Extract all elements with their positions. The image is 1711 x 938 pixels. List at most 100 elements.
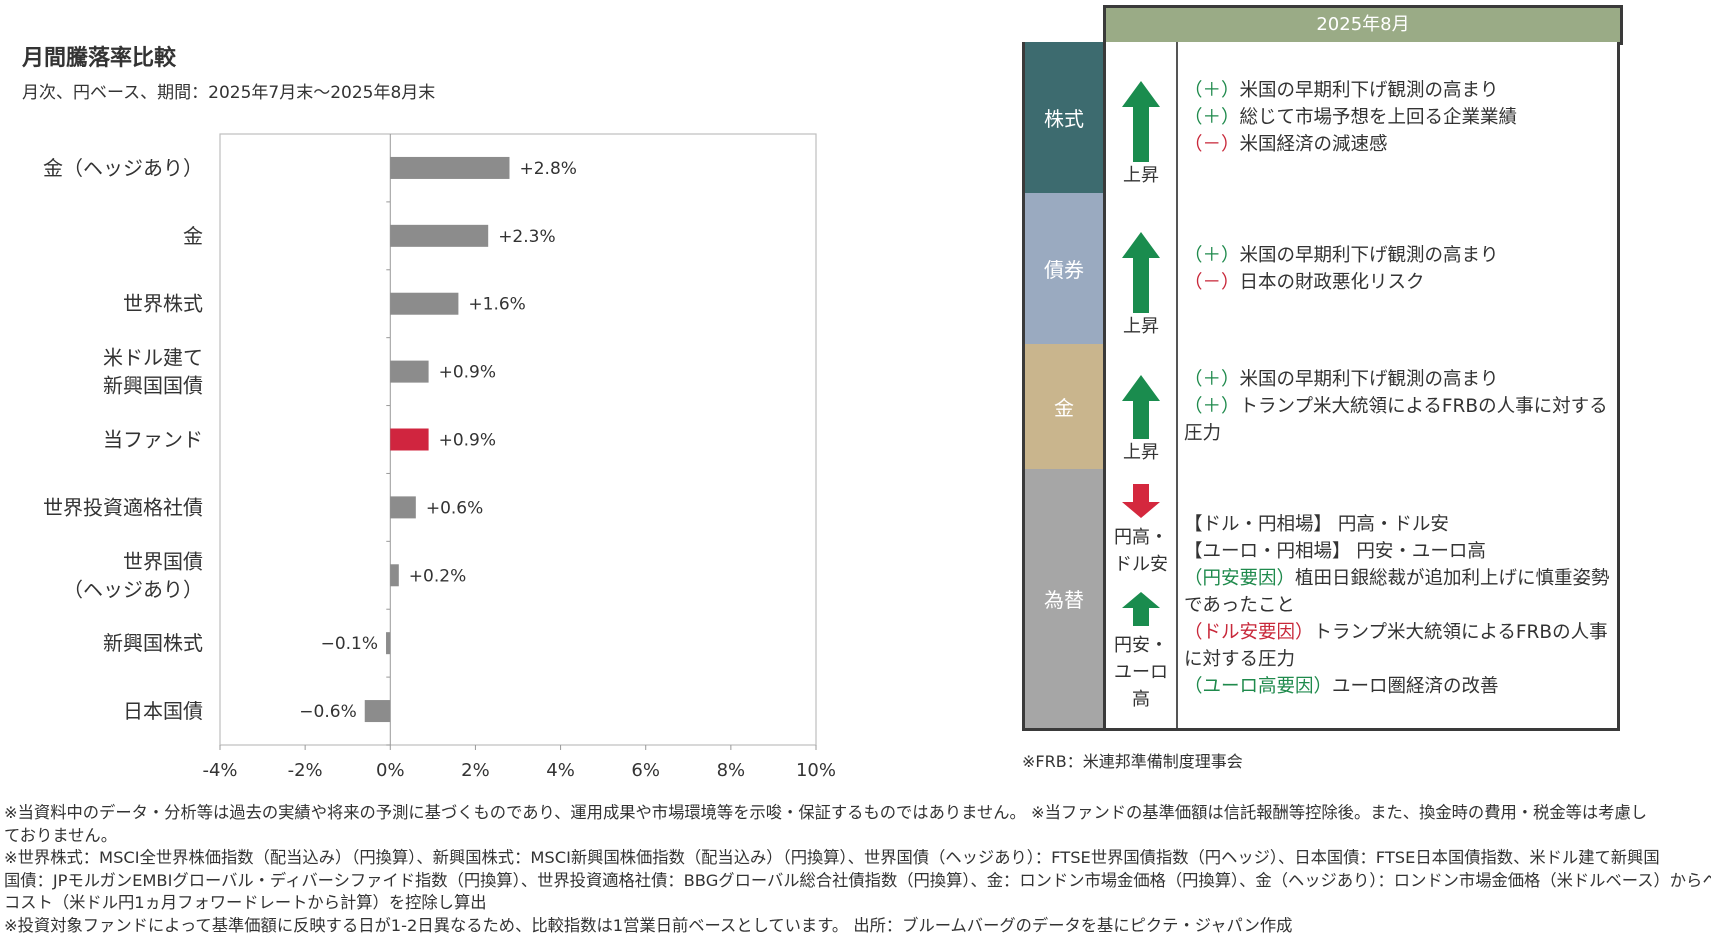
bar-chart: +2.8% 金（ヘッジあり） +2.3% 金 +1.6% 世界株式 +0.9% 米ドル建て新興… [43, 133, 836, 781]
data-label-5: +0.6% [426, 498, 483, 518]
reason-line: （－）米国経済の減速感 [1184, 131, 1611, 158]
table-row-3: 為替 円高・ドル安円安・ユーロ高 【ドル・円相場】 円高・ドル安【ユーロ・円相場… [1022, 469, 1620, 731]
arrow-up-icon [1122, 231, 1160, 314]
x-tick-label: 4% [546, 760, 575, 781]
reasons-cell: （＋）米国の早期利下げ観測の高まり （＋）トランプ米大統領によるFRBの人事に対す… [1178, 344, 1617, 469]
table-header-month: 2025年8月 [1103, 5, 1623, 45]
data-label-3: +0.9% [439, 363, 496, 383]
direction-label-down: 円高・ドル安 [1114, 527, 1168, 575]
footnote-line: 国債：JPモルガンEMBIグローバル・ディバーシファイド指数（円換算）、世界投資… [4, 870, 1711, 890]
x-tick-label: 0% [376, 760, 405, 781]
reason-line: （－）日本の財政悪化リスク [1184, 269, 1611, 296]
arrow-down-icon [1122, 484, 1160, 518]
bar-0 [390, 156, 510, 179]
reason-text: 植田日銀総裁が追加利上げに慎重姿勢であったこと [1184, 568, 1610, 616]
category-label: 株式 [1044, 107, 1084, 131]
reason-tag: （－） [1184, 134, 1240, 155]
direction-label: 上昇 [1123, 316, 1159, 338]
reason-line: （＋）米国の早期利下げ観測の高まり [1184, 77, 1611, 104]
arrow-up-icon [1122, 592, 1160, 626]
reason-line: （ユーロ高要因）ユーロ圏経済の改善 [1184, 673, 1611, 700]
reason-text: 【ドル・円相場】 円高・ドル安 [1184, 514, 1449, 535]
reason-line: 【ユーロ・円相場】 円安・ユーロ高 [1184, 538, 1611, 565]
table-row-1: 債券 上昇 （＋）米国の早期利下げ観測の高まり （－）日本の財政悪化リスク [1022, 193, 1620, 347]
category-cell: 金 [1025, 344, 1106, 469]
category-label-5: 世界投資適格社債 [43, 495, 203, 519]
reasons-cell: 【ドル・円相場】 円高・ドル安【ユーロ・円相場】 円安・ユーロ高 （円安要因）植田… [1178, 469, 1617, 728]
category-label: 金 [1054, 396, 1074, 420]
reasons-cell: （＋）米国の早期利下げ観測の高まり （－）日本の財政悪化リスク [1178, 193, 1617, 344]
direction-cell: 上昇 [1106, 42, 1178, 193]
reason-tag: （＋） [1184, 107, 1240, 128]
reason-line: （＋）総じて市場予想を上回る企業業績 [1184, 104, 1611, 131]
x-tick-label: 8% [717, 760, 746, 781]
category-cell: 債券 [1025, 193, 1106, 344]
reason-tag: （＋） [1184, 244, 1240, 266]
table-row-2: 金 上昇 （＋）米国の早期利下げ観測の高まり （＋）トランプ米大統領によるFRBの… [1022, 344, 1620, 472]
direction-cell: 円高・ドル安円安・ユーロ高 [1106, 469, 1178, 728]
reason-tag: （＋） [1184, 80, 1240, 101]
category-label-7: 新興国株式 [103, 631, 203, 655]
category-label-6: 世界国債 [123, 549, 203, 573]
data-label-7: −0.1% [321, 634, 378, 654]
category-label-3: 新興国国債 [103, 374, 203, 398]
bar-5 [390, 496, 416, 519]
reason-line: （円安要因）植田日銀総裁が追加利上げに慎重姿勢であったこと [1184, 565, 1611, 619]
footnote-line: ておりません。 [4, 825, 117, 845]
x-tick-label: 10% [796, 760, 836, 781]
footnotes: ※当資料中のデータ・分析等は過去の実績や将来の予測に基づくものであり、運用成果や… [4, 802, 1711, 937]
category-cell: 株式 [1025, 42, 1106, 193]
reason-line: （＋）米国の早期利下げ観測の高まり [1184, 366, 1611, 393]
reasons-cell: （＋）米国の早期利下げ観測の高まり （＋）総じて市場予想を上回る企業業績 （－）米国… [1178, 42, 1617, 193]
data-label-8: −0.6% [299, 702, 356, 722]
data-label-0: +2.8% [519, 159, 576, 179]
category-cell: 為替 [1025, 469, 1106, 728]
category-label-3: 米ドル建て [103, 346, 203, 370]
x-tick-label: -2% [288, 760, 323, 781]
reason-tag: （＋） [1184, 369, 1240, 390]
category-label-2: 世界株式 [123, 292, 203, 316]
reason-text: ユーロ圏経済の改善 [1332, 676, 1499, 697]
arrow-up-icon [1122, 374, 1160, 439]
frb-note: ※FRB：米連邦準備制度理事会 [1022, 752, 1243, 771]
reason-line: （＋）トランプ米大統領によるFRBの人事に対する圧力 [1184, 393, 1611, 447]
reason-line: （＋）米国の早期利下げ観測の高まり [1184, 242, 1611, 269]
footnote-line: ※投資対象ファンドによって基準価額に反映する日が1-2日異なるため、比較指数は1… [4, 915, 1293, 935]
bar-4 [390, 428, 429, 451]
reason-line: （ドル安要因）トランプ米大統領によるFRBの人事に対する圧力 [1184, 619, 1611, 673]
data-label-1: +2.3% [498, 227, 555, 247]
category-label-4: 当ファンド [103, 428, 203, 452]
reason-text: 日本の財政悪化リスク [1239, 271, 1425, 293]
bar-7 [386, 632, 391, 655]
reason-line: 【ドル・円相場】 円高・ドル安 [1184, 511, 1611, 538]
table-row-0: 株式 上昇 （＋）米国の早期利下げ観測の高まり （＋）総じて市場予想を上回る企業業… [1022, 42, 1620, 196]
category-label: 為替 [1044, 588, 1084, 612]
chart-title: 月間騰落率比較 [22, 46, 177, 71]
category-label-1: 金 [183, 224, 203, 248]
direction-cell: 上昇 [1106, 344, 1178, 469]
direction-label-up: 円安・ユーロ高 [1114, 635, 1168, 710]
direction-cell: 上昇 [1106, 193, 1178, 344]
chart-subtitle: 月次、円ベース、期間：2025年7月末～2025年8月末 [22, 83, 436, 103]
bar-1 [390, 224, 489, 247]
reason-text: 米国の早期利下げ観測の高まり [1239, 80, 1499, 101]
reason-tag: （ドル安要因） [1184, 622, 1314, 643]
reason-text: 【ユーロ・円相場】 円安・ユーロ高 [1184, 541, 1486, 562]
x-tick-label: 6% [631, 760, 660, 781]
category-label-6: （ヘッジあり） [63, 577, 203, 601]
direction-label: 上昇 [1123, 165, 1159, 187]
reason-tag: （ユーロ高要因） [1184, 676, 1333, 697]
reason-tag: （＋） [1184, 396, 1240, 417]
bar-3 [390, 360, 429, 383]
data-label-2: +1.6% [468, 295, 525, 315]
bar-6 [390, 564, 399, 587]
bar-8 [364, 700, 391, 723]
reason-text: トランプ米大統領によるFRBの人事に対する圧力 [1184, 622, 1608, 670]
reason-text: トランプ米大統領によるFRBの人事に対する圧力 [1184, 396, 1608, 444]
data-label-4: +0.9% [439, 431, 496, 451]
footnote-line: コスト（米ドル円1ヵ月フォワードレートから計算）を控除し算出 [4, 893, 487, 912]
reason-text: 米国の早期利下げ観測の高まり [1239, 244, 1499, 266]
reason-text: 米国経済の減速感 [1239, 134, 1388, 155]
bar-2 [390, 292, 459, 315]
arrow-up-icon [1122, 80, 1160, 163]
